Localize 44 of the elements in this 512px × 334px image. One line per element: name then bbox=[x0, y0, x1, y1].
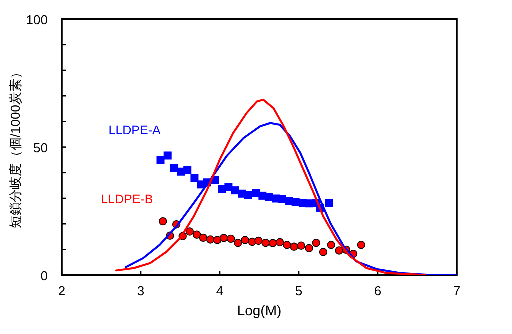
point bbox=[226, 234, 236, 244]
y-tick-label: 50 bbox=[34, 140, 48, 156]
point bbox=[206, 236, 215, 244]
point bbox=[312, 238, 320, 248]
point bbox=[164, 152, 172, 160]
x-tick-label: 3 bbox=[137, 283, 145, 298]
point bbox=[254, 236, 263, 246]
point bbox=[199, 234, 208, 242]
x-tick-label: 7 bbox=[453, 283, 461, 298]
point bbox=[231, 186, 240, 195]
point bbox=[170, 164, 178, 172]
point bbox=[244, 191, 252, 200]
point bbox=[214, 236, 222, 244]
point bbox=[241, 236, 250, 244]
point bbox=[357, 240, 366, 250]
x-tick-label: 5 bbox=[295, 283, 303, 298]
point bbox=[262, 238, 270, 248]
point bbox=[283, 240, 292, 250]
point bbox=[159, 217, 168, 226]
x-tick-label: 2 bbox=[58, 283, 66, 298]
point bbox=[186, 228, 194, 236]
point bbox=[156, 156, 165, 164]
point bbox=[276, 238, 284, 247]
series-label: LLDPE-A bbox=[108, 123, 162, 138]
y-tick-label: 100 bbox=[26, 12, 48, 28]
point bbox=[220, 234, 228, 242]
point bbox=[327, 240, 336, 250]
point bbox=[268, 239, 278, 248]
series-label: LLDPE-B bbox=[101, 192, 154, 207]
point bbox=[305, 244, 314, 253]
x-tick-label: 4 bbox=[216, 283, 224, 298]
point bbox=[335, 246, 344, 255]
point bbox=[190, 174, 199, 182]
point bbox=[297, 242, 306, 250]
point bbox=[290, 242, 298, 251]
point bbox=[319, 248, 328, 256]
point bbox=[184, 166, 192, 174]
y-tick-label: 0 bbox=[40, 268, 48, 284]
point bbox=[192, 230, 202, 239]
x-tick-label: 6 bbox=[374, 283, 382, 298]
y-axis-title: 短鎖分岐度（個/1000炭素） bbox=[8, 66, 23, 229]
point bbox=[234, 238, 242, 248]
point bbox=[325, 199, 334, 208]
x-axis-title: Log(M) bbox=[237, 302, 282, 318]
